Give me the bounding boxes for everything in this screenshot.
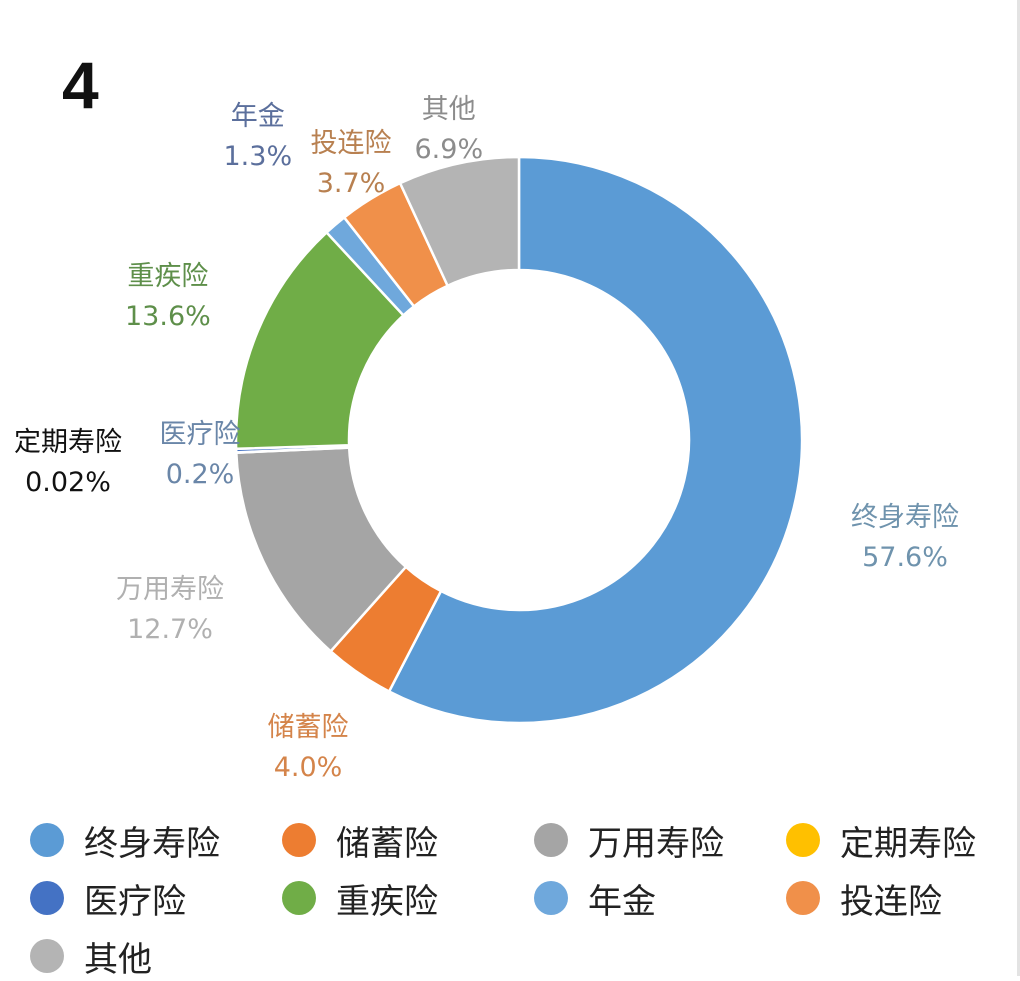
legend-item-重疾险: 重疾险 <box>282 876 534 922</box>
legend-item-年金: 年金 <box>534 876 786 922</box>
slice-label-name: 终身寿险 <box>851 502 959 533</box>
legend-label: 其他 <box>84 939 152 980</box>
legend-swatch <box>30 823 64 857</box>
slice-label-终身寿险: 终身寿险 57.6% <box>851 498 959 578</box>
slice-label-其他: 其他 6.9% <box>415 90 484 170</box>
legend-item-其他: 其他 <box>30 934 282 980</box>
slice-label-value: 4.0% <box>273 752 343 783</box>
slice-label-定期寿险: 定期寿险 0.02% <box>14 423 122 503</box>
legend-swatch <box>786 823 820 857</box>
donut-chart <box>234 155 804 725</box>
slice-label-年金: 年金 1.3% <box>224 97 293 177</box>
slice-label-name: 万用寿险 <box>116 574 224 605</box>
slice-label-name: 储蓄险 <box>267 712 349 743</box>
slice-label-重疾险: 重疾险 13.6% <box>125 257 211 337</box>
legend-label: 重疾险 <box>336 881 438 922</box>
legend-item-终身寿险: 终身寿险 <box>30 818 282 864</box>
slice-label-value: 0.02% <box>25 467 111 498</box>
legend-label: 年金 <box>588 881 656 922</box>
right-edge-divider <box>1017 0 1020 976</box>
slice-label-name: 重疾险 <box>127 261 209 292</box>
slice-label-投连险: 投连险 3.7% <box>311 124 392 204</box>
slice-label-name: 投连险 <box>310 128 392 159</box>
slice-label-value: 6.9% <box>414 134 484 165</box>
legend-swatch <box>282 881 316 915</box>
legend-swatch <box>534 823 568 857</box>
slice-label-value: 12.7% <box>127 614 213 645</box>
slice-label-value: 1.3% <box>223 141 293 172</box>
slice-label-name: 医疗险 <box>159 419 241 450</box>
legend-swatch <box>534 881 568 915</box>
slice-label-医疗险: 医疗险 0.2% <box>160 415 241 495</box>
slice-其他 <box>398 155 521 288</box>
legend-item-医疗险: 医疗险 <box>30 876 282 922</box>
slice-label-name: 定期寿险 <box>14 427 122 458</box>
slice-label-value: 57.6% <box>862 542 948 573</box>
legend-swatch <box>786 881 820 915</box>
legend-swatch <box>30 881 64 915</box>
legend-label: 投连险 <box>840 881 942 922</box>
legend-item-储蓄险: 储蓄险 <box>282 818 534 864</box>
legend-label: 定期寿险 <box>840 823 976 864</box>
slice-label-value: 0.2% <box>165 459 235 490</box>
legend-swatch <box>30 939 64 973</box>
legend-label: 终身寿险 <box>84 823 220 864</box>
slice-label-name: 年金 <box>230 101 285 132</box>
slice-label-value: 3.7% <box>316 168 386 199</box>
panel-number: 4 <box>62 48 99 122</box>
slice-label-name: 其他 <box>421 94 476 125</box>
slice-label-value: 13.6% <box>125 301 211 332</box>
legend-label: 储蓄险 <box>336 823 438 864</box>
slice-label-万用寿险: 万用寿险 12.7% <box>116 570 224 650</box>
legend-label: 医疗险 <box>84 881 186 922</box>
legend-item-投连险: 投连险 <box>786 876 1010 922</box>
slice-label-储蓄险: 储蓄险 4.0% <box>268 708 349 788</box>
legend-label: 万用寿险 <box>588 823 724 864</box>
legend-item-万用寿险: 万用寿险 <box>534 818 786 864</box>
legend-swatch <box>282 823 316 857</box>
legend-item-定期寿险: 定期寿险 <box>786 818 1010 864</box>
chart-legend: 终身寿险 储蓄险 万用寿险 定期寿险医疗险 重疾险 年金 投连险其他 <box>30 818 1010 980</box>
slice-终身寿险 <box>387 155 804 725</box>
